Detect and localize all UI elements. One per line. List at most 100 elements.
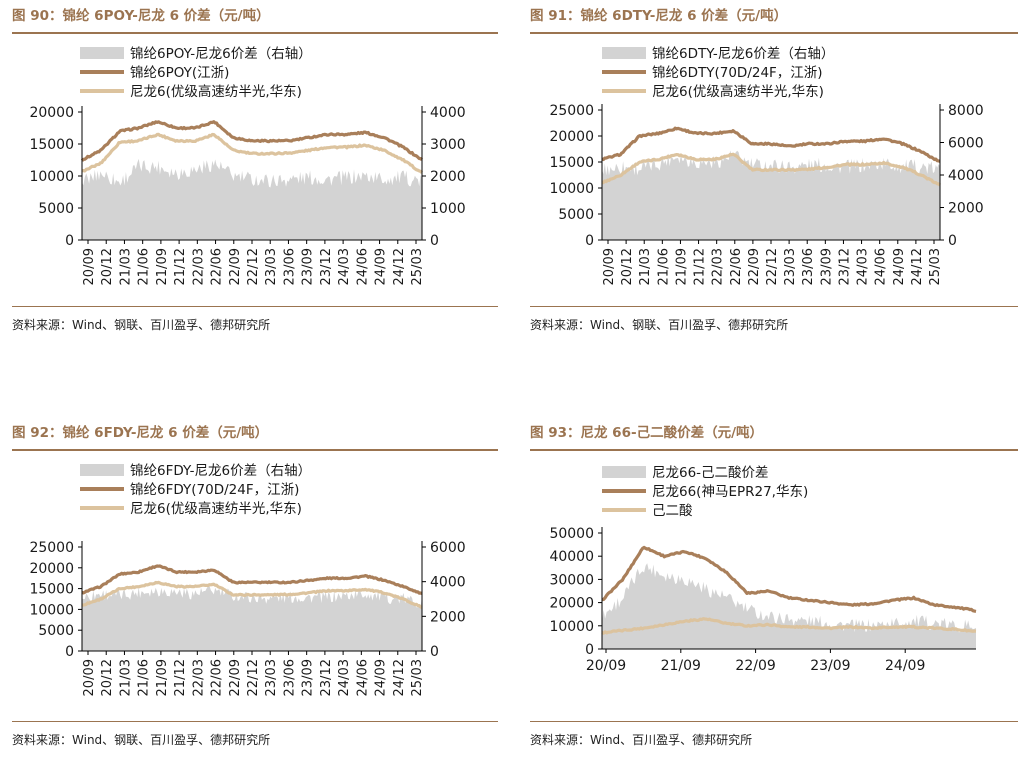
source-rule <box>530 306 1018 307</box>
x-tick-label: 22/09 <box>228 248 243 285</box>
spread-area <box>602 563 976 649</box>
title-rule <box>530 32 1018 34</box>
legend-swatch-area <box>80 464 124 476</box>
series-line <box>81 580 423 609</box>
chart-91: 0 5000 10000 15000 20000 25000 0 2000 4000 6000 80… <box>549 46 984 285</box>
x-tick-label: 25/03 <box>928 248 943 285</box>
legend-label: 尼龙6(优级高速纺半光,华东) <box>652 83 824 100</box>
x-tick-label: 23/06 <box>801 248 816 285</box>
x-tick-label: 20/09 <box>586 658 626 674</box>
legend-label: 锦纶6DTY-尼龙6价差（右轴） <box>652 46 834 62</box>
spread-area <box>602 150 940 240</box>
chart-93: 0 10000 20000 30000 40000 50000 20/09 21/09 22/0… <box>549 465 977 674</box>
y2-tick-label: 2000 <box>430 169 466 185</box>
x-tick-label: 20/09 <box>602 248 617 285</box>
source-note: 资料来源：Wind、钢联、百川盈孚、德邦研究所 <box>12 733 271 747</box>
x-tick-label: 24/12 <box>910 248 925 285</box>
y2-tick-label: 6000 <box>948 136 984 152</box>
figure-title: 图 93：尼龙 66-己二酸价差（元/吨） <box>530 425 764 441</box>
y2-tick-label: 0 <box>430 233 439 249</box>
y-tick-label: 20000 <box>29 105 74 121</box>
y-tick-label: 25000 <box>549 103 594 119</box>
legend-label: 尼龙6(优级高速纺半光,华东) <box>130 500 302 517</box>
x-tick-label: 22/12 <box>246 659 261 696</box>
x-tick-label: 23/12 <box>319 248 334 285</box>
legend-label: 锦纶6FDY(70D/24F，江浙) <box>130 482 299 498</box>
source-note: 资料来源：Wind、钢联、百川盈孚、德邦研究所 <box>530 318 789 332</box>
y2-tick-label: 1000 <box>430 201 466 217</box>
y2-tick-label: 4000 <box>430 575 466 591</box>
x-tick-label: 21/09 <box>661 658 701 674</box>
source-note: 资料来源：Wind、百川盈孚、德邦研究所 <box>530 733 753 747</box>
y2-tick-label: 0 <box>948 233 957 249</box>
x-tick-label: 21/12 <box>693 248 708 285</box>
x-tick-label: 24/06 <box>355 659 370 696</box>
y-tick-label: 15000 <box>549 155 594 171</box>
x-tick-label: 24/12 <box>392 659 407 696</box>
x-tick-label: 23/12 <box>837 248 852 285</box>
x-tick-label: 24/09 <box>374 248 389 285</box>
figure-title: 图 91：锦纶 6DTY-尼龙 6 价差（元/吨） <box>530 8 788 24</box>
y2-tick-label: 2000 <box>948 201 984 217</box>
y-tick-label: 10000 <box>549 619 594 635</box>
x-tick-label: 21/03 <box>118 248 133 285</box>
x-tick-label: 22/03 <box>711 248 726 285</box>
chart-92: 0 5000 10000 15000 20000 25000 0 2000 4000 6000 20… <box>29 463 466 696</box>
figure-90: 图 90：锦纶 6POY-尼龙 6 价差（元/吨） 0 5000 10000 1500… <box>12 4 498 344</box>
series-line <box>80 120 424 162</box>
x-tick-label: 23/06 <box>282 248 297 285</box>
source-note: 资料来源：Wind、钢联、百川盈孚、德邦研究所 <box>12 318 271 332</box>
y-tick-label: 40000 <box>549 549 594 565</box>
spread-area <box>82 586 422 651</box>
legend-label: 尼龙66-己二酸价差 <box>652 465 769 481</box>
chart-90: 0 5000 10000 15000 20000 0 1000 2000 3000 4000 20/… <box>29 46 466 285</box>
series-line <box>601 126 941 163</box>
x-tick-label: 23/09 <box>819 248 834 285</box>
x-tick-label: 25/03 <box>410 659 425 696</box>
y-tick-label: 50000 <box>549 526 594 542</box>
x-tick-label: 21/12 <box>173 248 188 285</box>
x-tick-label: 24/06 <box>355 248 370 285</box>
source-rule <box>530 721 1018 722</box>
y-tick-label: 5000 <box>38 623 74 639</box>
x-tick-label: 21/09 <box>155 659 170 696</box>
y-tick-label: 20000 <box>549 129 594 145</box>
y-tick-label: 15000 <box>29 582 74 598</box>
x-tick-label: 21/12 <box>173 659 188 696</box>
y-tick-label: 0 <box>585 642 594 658</box>
figure-93: 图 93：尼龙 66-己二酸价差（元/吨） 0 10000 20000 30000 40… <box>530 421 1018 756</box>
x-tick-label: 20/12 <box>100 248 115 285</box>
figure-title: 图 90：锦纶 6POY-尼龙 6 价差（元/吨） <box>12 8 270 24</box>
legend-swatch-area <box>80 47 124 59</box>
x-tick-label: 25/03 <box>410 248 425 285</box>
figure-title: 图 92：锦纶 6FDY-尼龙 6 价差（元/吨） <box>12 425 269 441</box>
x-tick-label: 21/03 <box>118 659 133 696</box>
series-line <box>601 617 977 635</box>
y2-tick-label: 3000 <box>430 137 466 153</box>
y2-tick-label: 6000 <box>430 540 466 556</box>
title-rule <box>12 32 498 34</box>
x-tick-label: 24/09 <box>892 248 907 285</box>
x-tick-label: 21/06 <box>656 248 671 285</box>
x-tick-label: 21/06 <box>137 659 152 696</box>
x-tick-label: 22/09 <box>735 658 775 674</box>
legend-label: 锦纶6POY-尼龙6价差（右轴） <box>130 46 312 62</box>
legend-label: 尼龙6(优级高速纺半光,华东) <box>130 83 302 100</box>
figure-91: 图 91：锦纶 6DTY-尼龙 6 价差（元/吨） 0 5000 10000 1500… <box>530 4 1018 344</box>
y-tick-label: 15000 <box>29 137 74 153</box>
y-tick-label: 25000 <box>29 540 74 556</box>
x-tick-label: 23/03 <box>264 659 279 696</box>
x-tick-label: 22/03 <box>191 659 206 696</box>
source-rule <box>12 721 498 722</box>
x-tick-label: 24/06 <box>874 248 889 285</box>
y2-tick-label: 0 <box>430 644 439 660</box>
x-tick-label: 22/03 <box>191 248 206 285</box>
x-tick-label: 24/09 <box>374 659 389 696</box>
x-tick-label: 22/06 <box>210 248 225 285</box>
figure-92: 图 92：锦纶 6FDY-尼龙 6 价差（元/吨） 0 5000 10000 1500… <box>12 421 498 756</box>
title-rule <box>12 449 498 451</box>
x-tick-label: 22/06 <box>210 659 225 696</box>
x-tick-label: 22/09 <box>228 659 243 696</box>
x-tick-label: 21/09 <box>155 248 170 285</box>
spread-area <box>82 158 422 240</box>
